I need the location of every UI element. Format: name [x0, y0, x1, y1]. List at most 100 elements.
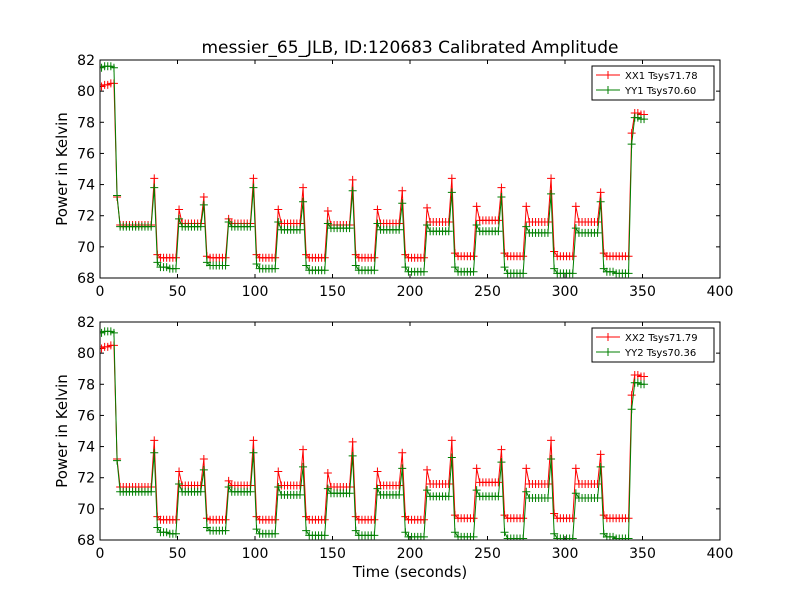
x-tick-label: 250 [474, 546, 501, 562]
data-point [444, 492, 453, 501]
data-point [519, 252, 528, 261]
legend-label: YY1 Tsys70.60 [624, 86, 696, 97]
x-tick-label: 100 [242, 284, 269, 300]
data-point [370, 531, 379, 540]
data-point [494, 227, 503, 236]
data-point [348, 175, 357, 184]
data-point [547, 174, 556, 183]
data-point [568, 269, 577, 278]
data-point [109, 63, 118, 72]
y-tick-label: 74 [77, 440, 95, 456]
data-point [252, 259, 261, 268]
data-point [373, 484, 382, 493]
data-point [469, 267, 478, 276]
data-point [627, 140, 636, 149]
x-tick-label: 50 [169, 546, 187, 562]
data-point [398, 199, 407, 208]
data-point [522, 487, 531, 496]
data-point [150, 174, 159, 183]
x-tick-label: 150 [319, 546, 346, 562]
data-point [113, 191, 122, 200]
x-tick-label: 300 [552, 284, 579, 300]
x-tick-label: 300 [552, 546, 579, 562]
x-tick-label: 0 [96, 284, 105, 300]
data-point [543, 493, 552, 502]
data-point [274, 217, 283, 226]
data-point [519, 534, 528, 540]
data-point [345, 489, 354, 498]
data-point [472, 464, 481, 473]
data-point [469, 514, 478, 523]
data-point [419, 515, 428, 524]
data-point [351, 526, 360, 535]
data-point [494, 216, 503, 225]
x-tick-label: 350 [629, 284, 656, 300]
data-point [419, 253, 428, 262]
data-point [522, 464, 531, 473]
data-point [450, 263, 459, 272]
y-tick-label: 76 [77, 146, 95, 162]
y-tick-label: 80 [77, 84, 95, 100]
data-point [150, 448, 159, 457]
data-point [627, 391, 636, 400]
data-point [221, 515, 230, 524]
data-point [500, 528, 509, 537]
data-point [398, 448, 407, 457]
data-point [299, 445, 308, 454]
data-point [640, 372, 649, 381]
data-point [147, 487, 156, 496]
data-point [271, 515, 280, 524]
data-point [147, 222, 156, 231]
x-tick-label: 150 [319, 284, 346, 300]
data-point [171, 529, 180, 538]
data-point [469, 252, 478, 261]
data-point [593, 228, 602, 237]
data-point [568, 252, 577, 261]
data-point [500, 263, 509, 272]
legend-label: XX2 Tsys71.79 [625, 333, 698, 344]
x-tick-label: 0 [96, 546, 105, 562]
data-point [271, 529, 280, 538]
data-point [398, 464, 407, 473]
y-tick-label: 70 [77, 502, 95, 518]
data-point [323, 207, 332, 216]
data-point [543, 228, 552, 237]
data-point [450, 528, 459, 537]
data-point [472, 486, 481, 495]
data-point [249, 436, 258, 445]
data-point [224, 217, 233, 226]
data-point [423, 486, 432, 495]
legend-marker [604, 348, 612, 356]
legend: XX2 Tsys71.79 YY2 Tsys70.36 [591, 327, 715, 363]
data-point [543, 479, 552, 488]
data-point [150, 183, 159, 192]
data-point [497, 458, 506, 467]
series-line-2-1 [101, 344, 645, 521]
data-point [249, 174, 258, 183]
data-point [351, 261, 360, 270]
data-point [568, 514, 577, 523]
data-point [596, 188, 605, 197]
data-point [345, 224, 354, 233]
data-point [221, 526, 230, 535]
data-point [596, 462, 605, 471]
legend-marker [604, 333, 612, 341]
data-point [171, 264, 180, 273]
data-point [199, 465, 208, 474]
data-point [246, 222, 255, 231]
data-point [370, 253, 379, 262]
data-point [395, 481, 404, 490]
data-point [627, 405, 636, 414]
data-point [447, 453, 456, 462]
data-point [398, 186, 407, 195]
x-tick-label: 350 [629, 546, 656, 562]
data-point [224, 483, 233, 492]
data-point [299, 197, 308, 206]
data-point [547, 455, 556, 464]
data-point [547, 436, 556, 445]
data-point [295, 481, 304, 490]
data-point [109, 328, 118, 337]
data-point [571, 489, 580, 498]
series-line-2-2 [101, 330, 645, 539]
